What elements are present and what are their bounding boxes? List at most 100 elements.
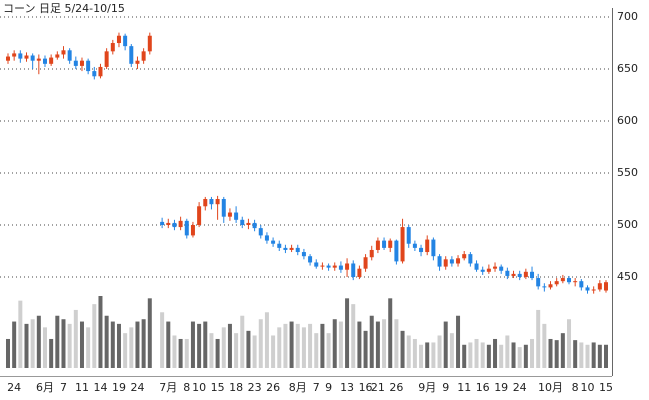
candle-body bbox=[160, 221, 165, 226]
candle-body bbox=[388, 240, 393, 248]
chart-title: コーン 日足 5/24-10/15 bbox=[3, 2, 125, 15]
x-tick-label: 7 bbox=[60, 381, 67, 394]
volume-bar bbox=[215, 338, 220, 368]
volume-bar bbox=[42, 327, 47, 368]
volume-bar bbox=[92, 304, 97, 368]
candle-body bbox=[141, 51, 146, 61]
volume-bar bbox=[197, 323, 202, 368]
candle-body bbox=[560, 278, 565, 282]
x-tick-label: 18 bbox=[229, 381, 243, 394]
volume-bar bbox=[332, 319, 337, 368]
volume-bar bbox=[264, 312, 269, 368]
volume-bar bbox=[49, 338, 54, 368]
volume-bar bbox=[560, 333, 565, 368]
volume-bar bbox=[147, 298, 152, 368]
volume-bar bbox=[234, 333, 239, 368]
candle-body bbox=[110, 43, 115, 52]
candle-body bbox=[209, 199, 214, 205]
volume-bar bbox=[160, 312, 165, 368]
x-tick-label: 7 bbox=[313, 381, 320, 394]
candle-body bbox=[419, 247, 424, 253]
x-tick-label: 19 bbox=[112, 381, 126, 394]
candle-body bbox=[24, 55, 29, 59]
candle-body bbox=[338, 265, 343, 270]
x-tick-label: 8月 bbox=[289, 381, 307, 394]
y-tick-label: 500 bbox=[617, 218, 638, 231]
candle-body bbox=[55, 54, 60, 58]
volume-bar bbox=[351, 304, 356, 368]
candle-body bbox=[493, 266, 498, 269]
candle-body bbox=[579, 281, 584, 288]
volume-bar bbox=[400, 330, 405, 368]
volume-bar bbox=[394, 319, 399, 368]
volume-bar bbox=[141, 319, 146, 368]
volume-bar bbox=[382, 319, 387, 368]
volume-bar bbox=[36, 315, 41, 368]
volume-bar bbox=[499, 344, 504, 368]
volume-bar bbox=[449, 333, 454, 368]
x-tick-label: 10 bbox=[581, 381, 595, 394]
x-tick-label: 15 bbox=[599, 381, 613, 394]
x-tick-label: 10月 bbox=[538, 381, 563, 394]
volume-bar bbox=[375, 321, 380, 368]
y-tick-label: 700 bbox=[617, 10, 638, 23]
candle-body bbox=[486, 268, 491, 272]
candle-body bbox=[357, 268, 362, 278]
volume-bar bbox=[419, 344, 424, 368]
candle-body bbox=[271, 240, 276, 244]
candle-body bbox=[523, 271, 528, 278]
volume-bar bbox=[308, 323, 313, 368]
candle-body bbox=[190, 225, 195, 236]
volume-bar bbox=[277, 327, 282, 368]
volume-bar bbox=[240, 315, 245, 368]
candle-body bbox=[530, 271, 535, 279]
candle-body bbox=[314, 262, 319, 267]
candle-body bbox=[197, 206, 202, 226]
volume-bar bbox=[12, 321, 17, 368]
volume-bar bbox=[98, 296, 103, 368]
candle-body bbox=[147, 35, 152, 52]
x-tick-label: 26 bbox=[266, 381, 280, 394]
x-tick-label: 13 bbox=[340, 381, 354, 394]
volume-bar bbox=[585, 344, 590, 368]
volume-bar bbox=[30, 319, 35, 368]
volume-bar bbox=[369, 315, 374, 368]
volume-bar bbox=[67, 323, 72, 368]
candle-body bbox=[505, 270, 510, 276]
volume-bar bbox=[437, 335, 442, 368]
volume-bar bbox=[326, 333, 331, 368]
x-tick-label: 9月 bbox=[418, 381, 436, 394]
candle-body bbox=[499, 266, 504, 271]
candle-body bbox=[79, 60, 84, 66]
volume-bar bbox=[129, 327, 134, 368]
volume-bar bbox=[505, 335, 510, 368]
candle-body bbox=[221, 199, 226, 217]
candle-body bbox=[116, 35, 121, 44]
candle-body bbox=[258, 228, 263, 236]
volume-bar bbox=[363, 330, 368, 368]
volume-bar bbox=[345, 298, 350, 368]
candle-body bbox=[320, 265, 325, 267]
candle-body bbox=[400, 227, 405, 262]
candle-body bbox=[406, 227, 411, 244]
candle-body bbox=[184, 220, 189, 236]
volume-bar bbox=[295, 323, 300, 368]
candle-body bbox=[363, 257, 368, 269]
x-tick-label: 24 bbox=[7, 381, 21, 394]
candle-body bbox=[474, 263, 479, 270]
x-tick-label: 8 bbox=[183, 381, 190, 394]
volume-bar bbox=[110, 321, 115, 368]
candle-body bbox=[567, 278, 572, 283]
candle-body bbox=[172, 222, 177, 228]
candle-body bbox=[49, 57, 54, 64]
x-tick-label: 16 bbox=[359, 381, 373, 394]
candle-body bbox=[246, 222, 251, 226]
volume-bar bbox=[135, 321, 140, 368]
volume-bar bbox=[178, 338, 183, 368]
volume-bar bbox=[227, 323, 232, 368]
candle-body bbox=[369, 249, 374, 258]
volume-bar bbox=[338, 321, 343, 368]
x-tick-label: 16 bbox=[476, 381, 490, 394]
candle-body bbox=[536, 278, 541, 287]
